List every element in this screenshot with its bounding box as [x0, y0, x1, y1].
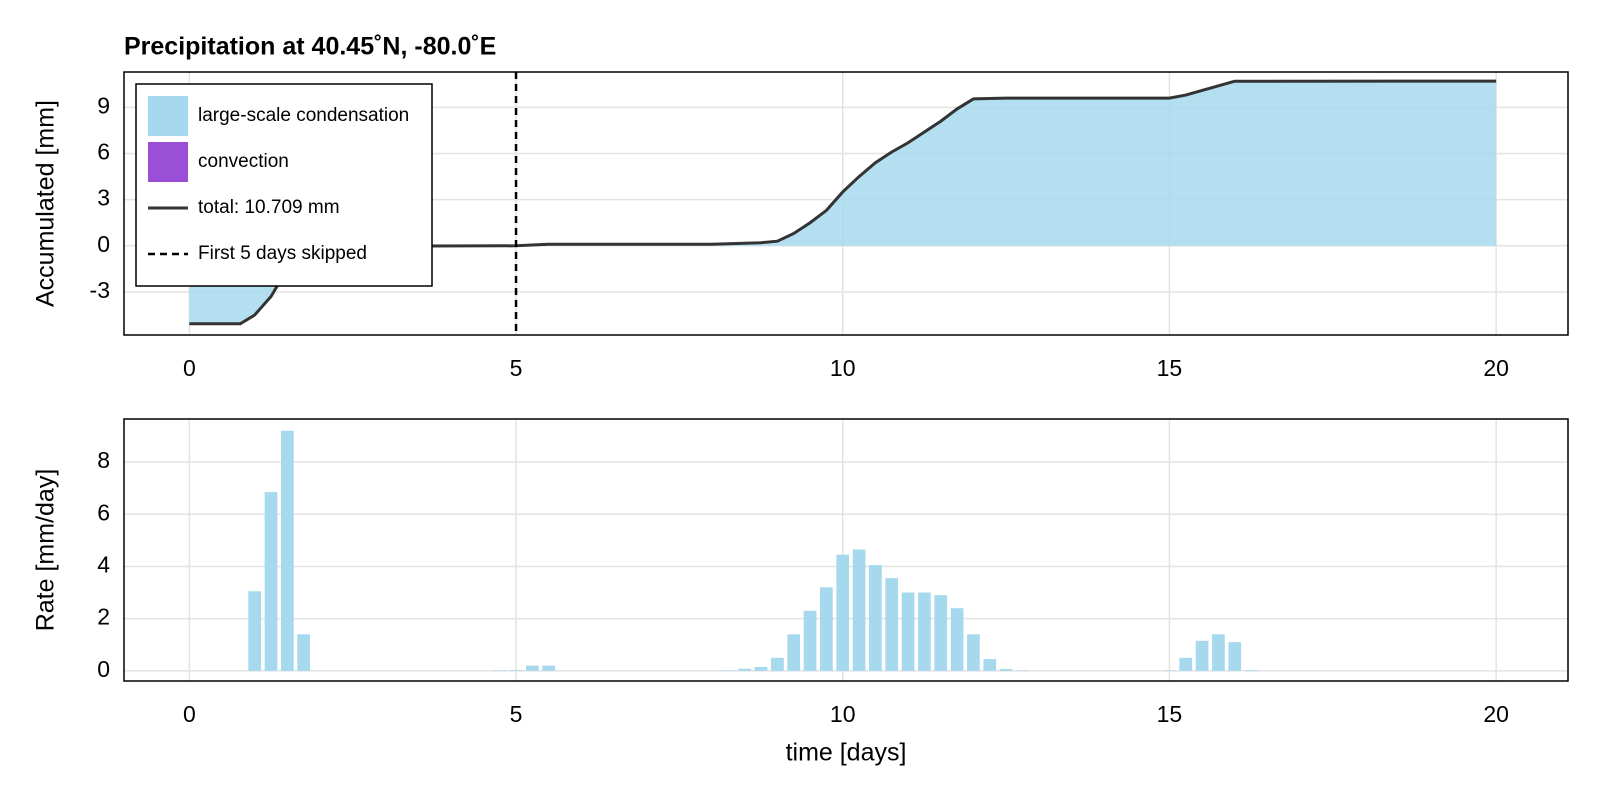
- bar: [1244, 670, 1258, 671]
- y-tick-label: 0: [97, 231, 110, 257]
- bar: [1212, 634, 1225, 671]
- bar: [754, 666, 768, 671]
- legend-swatch: [148, 96, 188, 136]
- bar: [983, 659, 997, 671]
- bar: [722, 670, 735, 671]
- bar: [885, 578, 899, 671]
- bar: [526, 665, 539, 671]
- x-tick-label: 10: [830, 701, 856, 727]
- x-tick-label: 10: [830, 355, 856, 381]
- bar: [901, 592, 915, 671]
- panel: 0 5 10 15 20 0 2 4 6 8 Rate [mm/day] time [days]: [32, 418, 1569, 767]
- bar: [918, 592, 931, 671]
- x-tick-label: 5: [510, 355, 523, 381]
- plot-frame: [123, 418, 1569, 682]
- x-axis-label: time [days]: [786, 739, 907, 767]
- bar: [803, 610, 817, 671]
- bar: [999, 668, 1013, 671]
- bar: [1228, 642, 1242, 671]
- y-tick-label: 2: [97, 604, 110, 630]
- bar: [820, 587, 833, 671]
- y-tick-label: 4: [97, 552, 110, 578]
- bar: [1179, 657, 1193, 671]
- bar: [836, 554, 850, 671]
- bar: [1195, 640, 1209, 671]
- x-tick-label: 0: [183, 701, 196, 727]
- legend-label: First 5 days skipped: [198, 243, 367, 264]
- bar: [248, 591, 262, 671]
- bar: [493, 670, 507, 671]
- bar: [950, 608, 964, 671]
- bar: [787, 634, 801, 671]
- area: [189, 81, 1497, 324]
- bar: [738, 668, 752, 671]
- y-tick-label: 0: [97, 656, 110, 682]
- x-tick-label: 15: [1157, 701, 1183, 727]
- legend-label: total: 10.709 mm: [198, 197, 340, 218]
- bar: [542, 665, 556, 671]
- x-tick-label: 15: [1157, 355, 1183, 381]
- legend-label: large-scale condensation: [198, 105, 409, 126]
- bar: [280, 430, 294, 671]
- y-tick-label: 3: [97, 185, 110, 211]
- legend-label: convection: [198, 151, 289, 172]
- bar: [509, 670, 523, 671]
- y-tick-label: 6: [97, 139, 110, 165]
- x-tick-label: 0: [183, 355, 196, 381]
- y-axis-label: Rate [mm/day]: [32, 469, 60, 632]
- bar: [771, 657, 784, 671]
- bar: [934, 595, 948, 671]
- legend-swatch: [148, 142, 188, 182]
- x-tick-label: 20: [1483, 701, 1509, 727]
- bar: [264, 492, 278, 671]
- plot-area: [248, 430, 1258, 671]
- bar: [1016, 670, 1029, 671]
- x-tick-label: 20: [1483, 355, 1509, 381]
- y-axis-label: Accumulated [mm]: [32, 100, 60, 307]
- x-tick-label: 5: [510, 701, 523, 727]
- y-tick-label: 6: [97, 499, 110, 525]
- legend: large-scale condensation convection total:…: [135, 83, 433, 287]
- y-tick-label: 8: [97, 447, 110, 473]
- bar: [1163, 670, 1176, 671]
- bar: [852, 549, 866, 671]
- chart-title: Precipitation at 40.45˚N, -80.0˚E: [124, 33, 496, 61]
- panel: 0 5 10 15 20 -3 0 3 6 9 Precipitation at 40.45˚N, …: [32, 33, 1569, 381]
- plot-frame: [123, 71, 1569, 336]
- y-tick-label: -3: [90, 277, 110, 303]
- bar: [869, 565, 882, 671]
- y-tick-label: 9: [97, 92, 110, 118]
- bar: [297, 634, 311, 671]
- bar: [967, 634, 980, 671]
